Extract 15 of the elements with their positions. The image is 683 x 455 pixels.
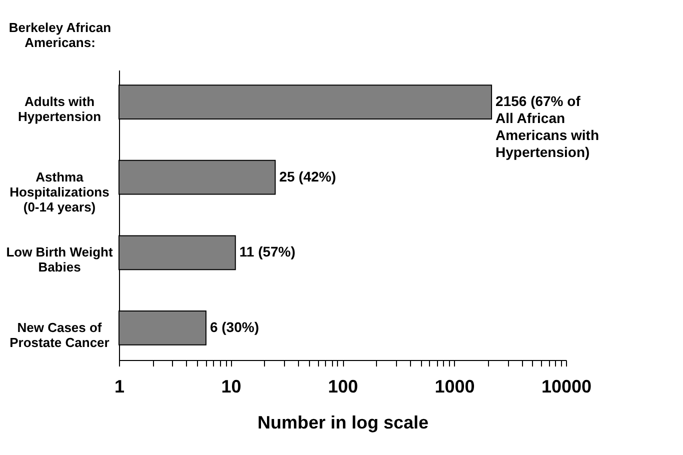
text: Berkeley African Americans: — [8, 20, 112, 50]
x-tick-label: 100 — [328, 376, 358, 396]
x-tick-label: 10 — [221, 376, 242, 396]
y-tick-label: Asthma Hospitalizations (0-14 years) — [10, 169, 110, 214]
x-axis-title: Number in log scale — [257, 412, 429, 432]
data-label: 25 (42%) — [279, 168, 336, 184]
y-tick-label: New Cases of Prostate Cancer — [10, 320, 110, 350]
x-tick-label: 1000 — [434, 376, 475, 396]
x-tick-label: 1 — [114, 376, 125, 396]
data-label: 2156 (67% of All African Americans with Hypertension) — [496, 93, 600, 160]
x-tick-label: 10000 — [541, 376, 592, 396]
data-label: 6 (30%) — [210, 318, 259, 335]
y-tick-label: Low Birth Weight Babies — [6, 244, 114, 275]
y-tick-label: Adults with Hypertension — [18, 94, 102, 124]
data-label: 11 (57%) — [239, 244, 296, 260]
